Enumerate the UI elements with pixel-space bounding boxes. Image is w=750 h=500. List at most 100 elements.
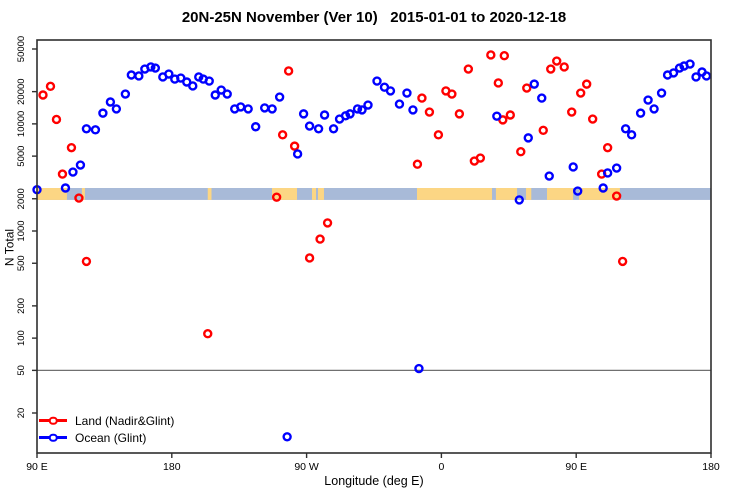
land-point	[538, 125, 548, 136]
land-point	[486, 50, 496, 60]
x-tick-label: 180	[702, 461, 720, 473]
legend: Land (Nadir&Glint) Ocean (Glint)	[39, 412, 174, 446]
map-band-land-segment	[495, 188, 518, 200]
land-point	[45, 81, 56, 92]
ocean-point	[120, 89, 131, 99]
y-tick-label: 5000	[16, 146, 27, 167]
land-point	[475, 153, 486, 163]
ocean-point	[691, 72, 701, 82]
ocean-point	[235, 102, 246, 112]
ocean-point	[685, 59, 695, 69]
ocean-point	[626, 130, 637, 140]
ocean-point	[611, 163, 622, 173]
ocean-point	[602, 168, 613, 178]
land-point	[412, 159, 423, 169]
land-point	[581, 79, 592, 89]
ocean-point	[75, 160, 86, 170]
y-tick-label: 500	[16, 255, 27, 271]
x-axis-label: Longitude (deg E)	[324, 474, 424, 488]
land-point	[277, 130, 288, 140]
ocean-point	[111, 104, 122, 114]
land-point	[575, 88, 586, 98]
land-point	[505, 110, 515, 120]
land-point	[81, 256, 92, 267]
ocean-point	[216, 85, 226, 95]
land-point	[417, 93, 427, 103]
ocean-point	[319, 110, 330, 120]
ocean-point	[514, 195, 524, 205]
y-tick-label: 20000	[16, 78, 27, 104]
land-point	[602, 142, 613, 153]
ocean-point	[292, 149, 303, 159]
ocean-point	[544, 171, 554, 181]
land-point	[516, 146, 526, 157]
land-point	[203, 328, 213, 339]
legend-item-land: Land (Nadir&Glint)	[39, 412, 174, 429]
land-point	[559, 62, 569, 72]
land-point	[552, 56, 562, 66]
ocean-point	[492, 111, 502, 121]
map-band-land-segment	[272, 188, 298, 200]
land-point	[38, 90, 48, 100]
land-point	[433, 130, 444, 140]
plot-border	[36, 39, 712, 454]
land-point	[463, 64, 474, 74]
legend-item-ocean: Ocean (Glint)	[39, 429, 174, 446]
y-axis-label: N Total	[2, 228, 17, 267]
ocean-point	[222, 89, 232, 99]
land-point	[493, 78, 504, 88]
land-point	[51, 114, 62, 125]
map-band-land-segment	[546, 188, 574, 200]
ocean-point	[81, 124, 92, 134]
y-tick-label: 100	[16, 330, 27, 346]
map-band-land-segment	[311, 188, 317, 200]
x-tick-label: 90 E	[26, 461, 48, 473]
ocean-point	[668, 68, 679, 78]
ocean-point	[674, 63, 685, 73]
ocean-point	[643, 95, 653, 105]
ocean-point	[523, 133, 533, 143]
land-point	[424, 107, 435, 117]
ocean-point	[150, 63, 161, 73]
ocean-point	[282, 432, 292, 442]
x-tick-label: 90 E	[565, 461, 587, 473]
y-tick-label: 10000	[16, 111, 27, 137]
land-point	[74, 193, 84, 203]
land-point	[322, 218, 333, 228]
land-point	[57, 169, 68, 179]
land-point	[522, 83, 532, 93]
ocean-point	[194, 72, 204, 82]
y-tick-label: 2000	[16, 188, 27, 209]
ocean-point	[134, 71, 144, 81]
ocean-point	[656, 88, 667, 98]
map-band-land-segment	[579, 188, 620, 200]
x-tick-label: 180	[163, 461, 181, 473]
chart-title: 20N-25N November (Ver 10) 2015-01-01 to …	[181, 9, 567, 26]
land-point	[611, 191, 622, 201]
map-band-land-segment	[37, 188, 67, 200]
land-point	[499, 50, 510, 61]
ocean-point	[250, 122, 261, 132]
ocean-point	[385, 86, 396, 96]
land-point	[289, 141, 300, 151]
ocean-point	[414, 363, 424, 374]
legend-label-ocean: Ocean (Glint)	[75, 430, 147, 445]
land-point	[315, 234, 325, 244]
ocean-point	[210, 90, 220, 100]
ocean-point	[274, 92, 285, 102]
ocean-point	[620, 124, 631, 134]
ocean-point	[267, 104, 277, 114]
ocean-point	[60, 183, 71, 193]
ocean-point	[304, 121, 315, 131]
ocean-point	[357, 105, 367, 115]
map-band-land-segment	[81, 188, 85, 200]
ocean-point	[105, 97, 116, 107]
land-legend-symbol	[39, 416, 67, 425]
ocean-point	[649, 104, 659, 114]
ocean-point	[68, 167, 78, 177]
y-tick-label: 200	[16, 298, 27, 314]
ocean-point	[363, 100, 373, 110]
ocean-point	[126, 70, 137, 80]
ocean-point	[529, 79, 539, 89]
